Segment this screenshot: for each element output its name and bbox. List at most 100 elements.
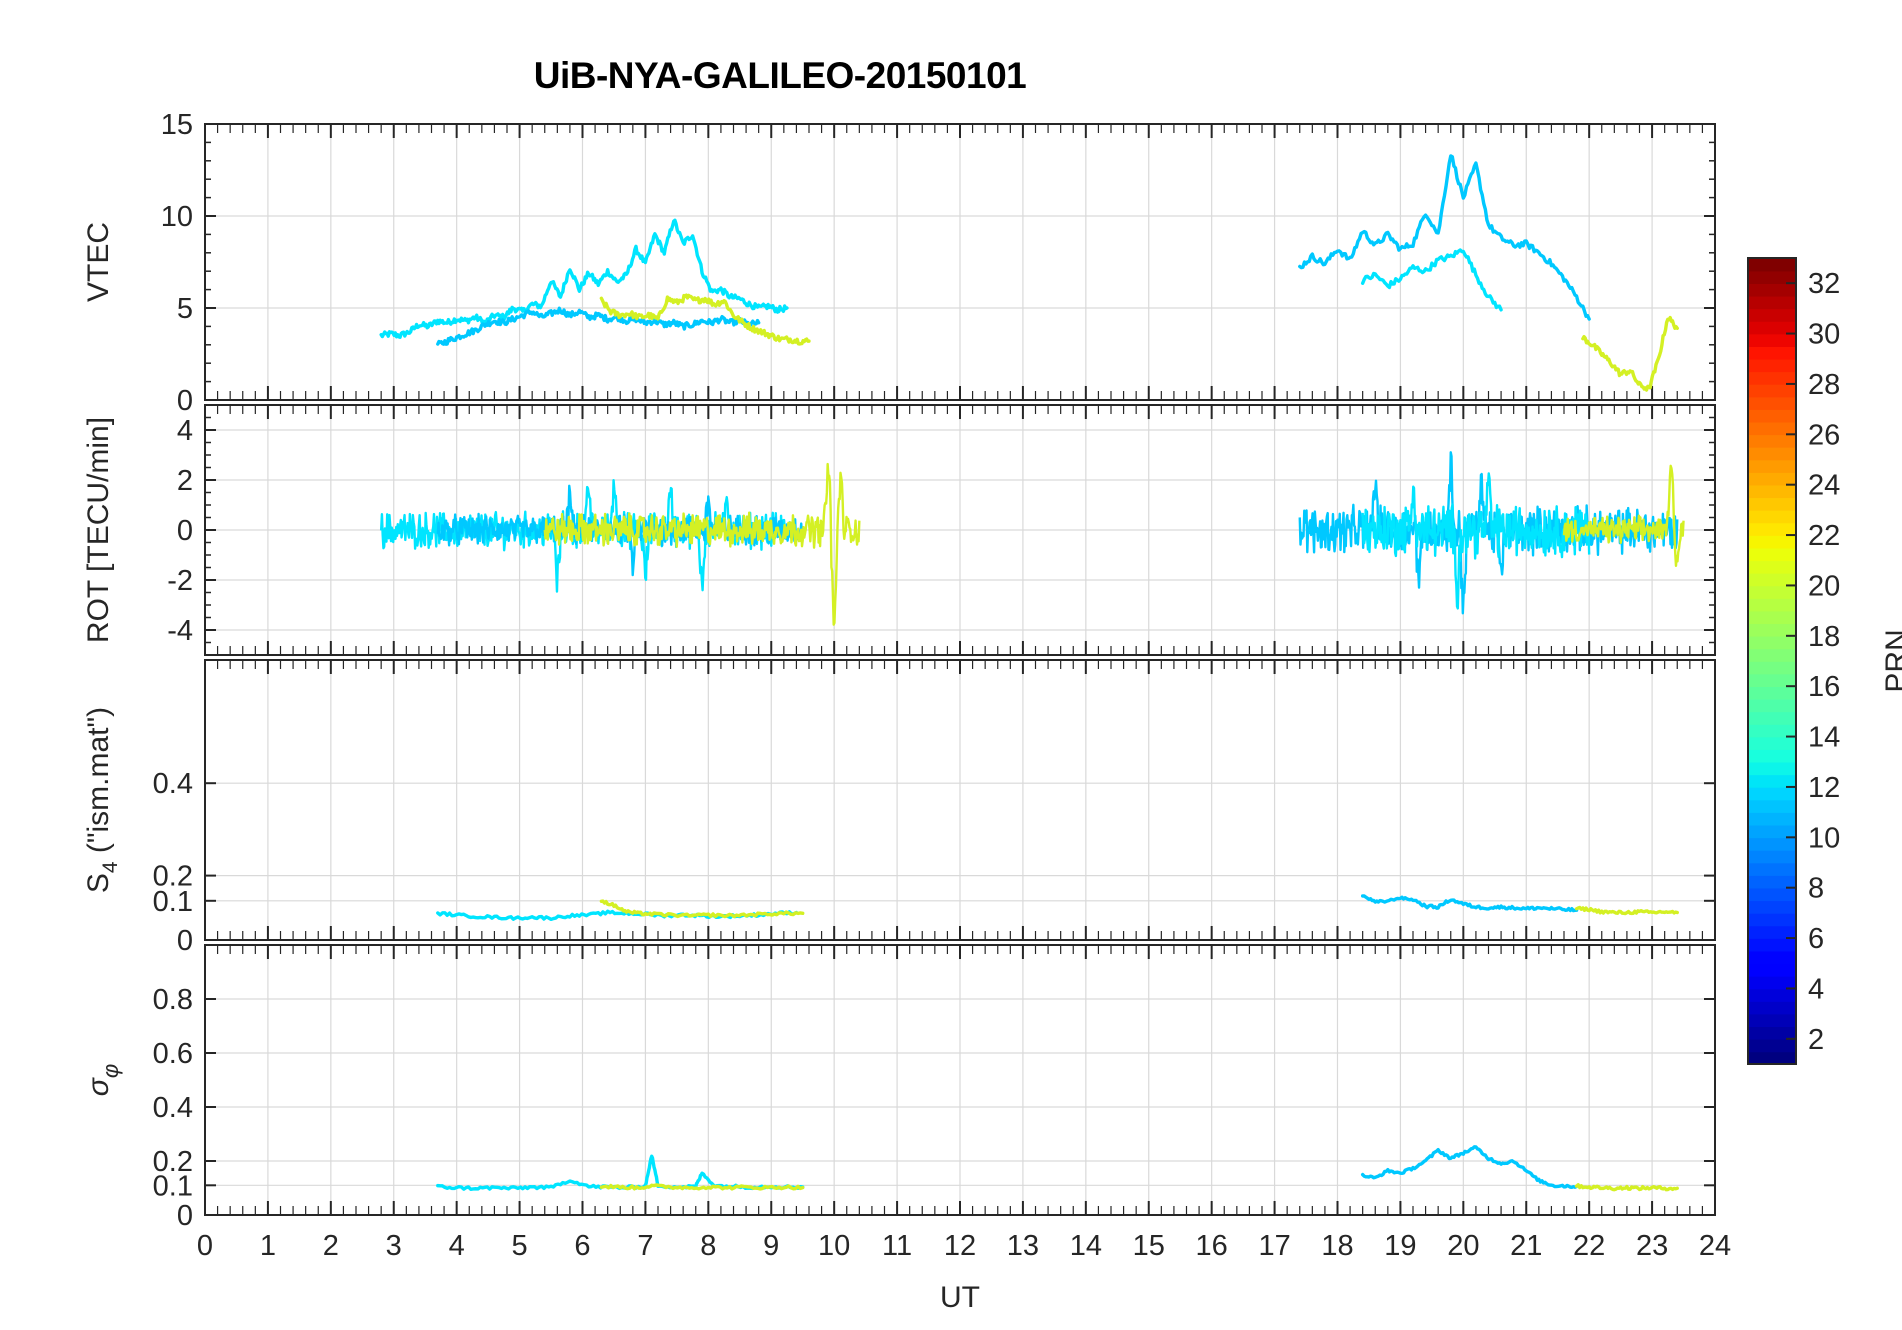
colorbar-tick-label: 2	[1808, 1024, 1824, 1056]
xtick-label: 4	[449, 1230, 465, 1262]
xtick-label: 12	[944, 1230, 976, 1262]
colorbar-segment	[1748, 535, 1796, 549]
colorbar-segment	[1748, 749, 1796, 763]
panel-s4: 0 0.10.2 0.4	[153, 659, 1716, 957]
xtick-label: 24	[1699, 1230, 1731, 1262]
colorbar-segment	[1748, 1026, 1796, 1040]
colorbar-segment	[1748, 409, 1796, 423]
colorbar-segment	[1748, 975, 1796, 990]
xtick-label: 15	[1133, 1230, 1165, 1262]
ytick-label: 0.2	[153, 1146, 193, 1178]
colorbar-segment	[1748, 610, 1796, 625]
colorbar-tick-label: 20	[1808, 570, 1840, 602]
colorbar-segment	[1748, 837, 1796, 851]
data-layer-s4	[436, 894, 1679, 922]
colorbar-segment	[1748, 434, 1796, 448]
xtick-label: 6	[574, 1230, 590, 1262]
trace-rot	[1562, 464, 1685, 567]
colorbar-segment	[1748, 421, 1796, 436]
colorbar-segment	[1748, 1001, 1796, 1015]
xtick-label: 3	[386, 1230, 402, 1262]
colorbar-segment	[1748, 258, 1796, 272]
colorbar-segment	[1748, 812, 1796, 826]
colorbar-tick-label: 24	[1808, 470, 1840, 502]
colorbar-segment	[1748, 333, 1796, 347]
colorbar-segment	[1748, 522, 1796, 536]
colorbar-segment	[1748, 799, 1796, 813]
xtick-label: 0	[197, 1230, 213, 1262]
colorbar-segment	[1748, 371, 1796, 385]
colorbar-segment	[1748, 723, 1796, 738]
xtick-label: 7	[637, 1230, 653, 1262]
colorbar-segment	[1748, 623, 1796, 637]
colorbar-segment	[1748, 786, 1796, 801]
colorbar-segment	[1748, 900, 1796, 914]
panel-vtec: 0 5 10 15	[161, 109, 1716, 417]
figure-title: UiB-NYA-GALILEO-20150101	[533, 55, 1027, 96]
colorbar-tick-label: 12	[1808, 772, 1840, 804]
xtick-label: 17	[1258, 1230, 1290, 1262]
colorbar-segment	[1748, 598, 1796, 612]
y-axis-label-sigmaphi: σφ	[82, 1064, 123, 1096]
colorbar-segment	[1748, 912, 1796, 927]
y-axis-label-vtec: VTEC	[82, 222, 115, 302]
colorbar-tick-label: 30	[1808, 319, 1840, 351]
ytick-label: 0.4	[153, 768, 193, 800]
colorbar-segment	[1748, 270, 1796, 284]
xtick-label: 22	[1573, 1230, 1605, 1262]
y-axis-label-s4: S4 ("ism.mat")	[82, 707, 122, 893]
colorbar-tick-label: 4	[1808, 973, 1824, 1005]
colorbar-segment	[1748, 1038, 1796, 1053]
colorbar-tick-label: 14	[1808, 722, 1840, 754]
plot-area: 051015-4-202400.10.20.400.10.20.40.60.80…	[82, 109, 1902, 1314]
ytick-label: 15	[161, 109, 193, 141]
colorbar-segment	[1748, 1013, 1796, 1028]
trace-vtec	[1360, 248, 1503, 312]
xtick-label: 10	[818, 1230, 850, 1262]
xtick-label: 11	[882, 1230, 912, 1262]
ytick-label: 0.4	[153, 1092, 193, 1124]
colorbar-segment	[1748, 509, 1796, 524]
colorbar-segment	[1748, 585, 1796, 599]
trace-s4	[599, 899, 805, 919]
ytick-label: -2	[167, 565, 193, 597]
colorbar-segment	[1748, 459, 1796, 473]
colorbar-tick-label: 28	[1808, 369, 1840, 401]
ytick-label: 0	[177, 515, 193, 547]
colorbar-segment	[1748, 346, 1796, 360]
ytick-label: 0	[177, 1200, 193, 1232]
colorbar-segment	[1748, 635, 1796, 650]
xtick-label: 2	[323, 1230, 339, 1262]
colorbar-tick-label: 26	[1808, 419, 1840, 451]
xtick-label: 8	[700, 1230, 716, 1262]
colorbar-segment	[1748, 661, 1796, 675]
xtick-label: 21	[1510, 1230, 1542, 1262]
colorbar-segment	[1748, 963, 1796, 977]
data-layer-vtec	[379, 154, 1679, 392]
colorbar-segment	[1748, 950, 1796, 965]
colorbar-segment	[1748, 308, 1796, 322]
colorbar-segment	[1748, 711, 1796, 725]
xtick-label: 23	[1636, 1230, 1668, 1262]
data-layer-sigmaphi	[436, 1145, 1679, 1192]
colorbar-tick-label: 16	[1808, 671, 1840, 703]
colorbar-segment	[1748, 1051, 1796, 1065]
xtick-label: 9	[763, 1230, 779, 1262]
colorbar-segment	[1748, 988, 1796, 1002]
xtick-label: 14	[1070, 1230, 1102, 1262]
colorbar-segment	[1748, 560, 1796, 574]
colorbar-segment	[1748, 547, 1796, 562]
colorbar-segment	[1748, 698, 1796, 713]
colorbar-segment	[1748, 887, 1796, 902]
colorbar-segment	[1748, 295, 1796, 310]
ytick-label: 0.1	[153, 1170, 193, 1202]
colorbar-segment	[1748, 849, 1796, 864]
colorbar-segment	[1748, 396, 1796, 410]
colorbar-segment	[1748, 925, 1796, 939]
trace-vtec	[379, 218, 789, 340]
panel-rot: -4 -2 0 2 4	[167, 404, 1716, 656]
x-axis-label: UT	[940, 1281, 980, 1314]
